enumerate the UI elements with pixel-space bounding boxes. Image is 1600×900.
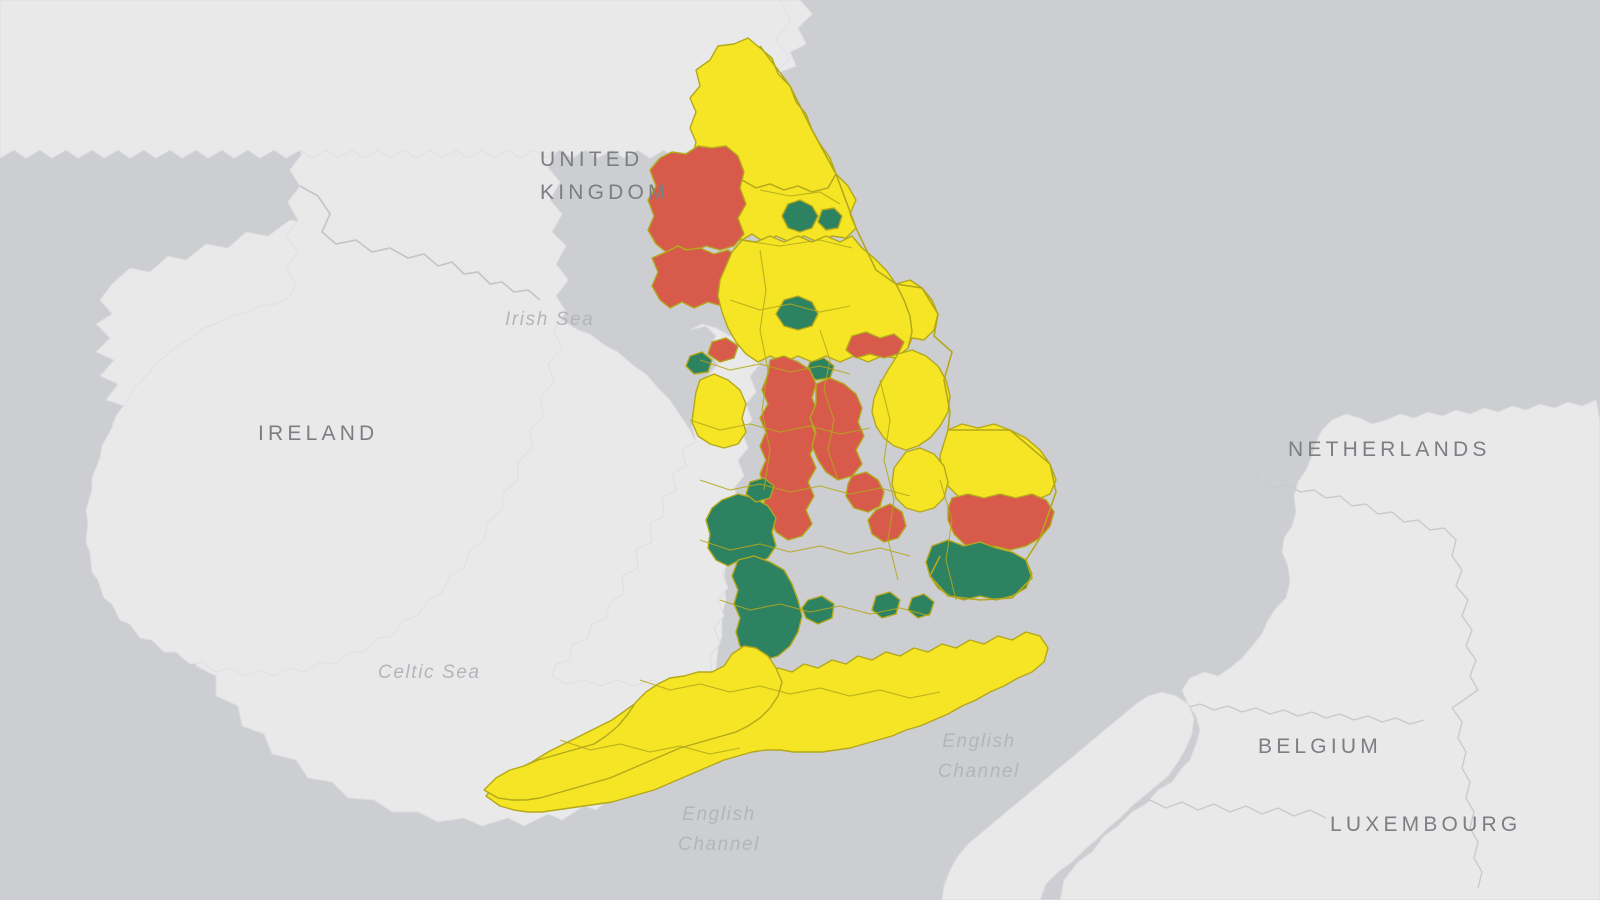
region-gloucestershire[interactable] [731,555,803,661]
region-herefordshire[interactable] [705,493,777,567]
region-boundaries [559,189,957,755]
ireland-island [85,85,569,677]
region-lincolnshire[interactable] [871,349,951,451]
england-coast-outline [759,45,1057,601]
landmass-continental-europe [1059,399,1600,900]
region-derbyshire[interactable] [759,355,819,541]
region-north-lincolnshire[interactable] [845,331,905,359]
region-cornwall-devon[interactable] [483,645,783,801]
scotland-landmass-main [0,0,791,159]
france-coast [941,691,1195,900]
region-tyneside[interactable] [781,199,819,233]
belgium-border-south [1117,799,1327,819]
region-cumbria[interactable] [647,145,747,253]
region-hertfordshire[interactable] [871,591,901,619]
region-leicestershire[interactable] [845,471,885,513]
region-cambridgeshire[interactable] [891,447,949,513]
belgium-luxembourg-border [1451,707,1483,889]
region-merseyside[interactable] [685,351,713,375]
region-northamptonshire[interactable] [867,503,907,543]
region-greater-manchester[interactable] [707,337,739,363]
belgium-border-north [1157,701,1425,725]
region-sunderland[interactable] [817,207,843,231]
netherlands-border [1252,469,1445,531]
region-nottinghamshire[interactable] [809,377,865,481]
region-wiltshire[interactable] [745,477,775,503]
northern-ireland-border [299,185,541,301]
region-shropshire[interactable] [691,373,747,449]
germany-border [1443,527,1479,709]
